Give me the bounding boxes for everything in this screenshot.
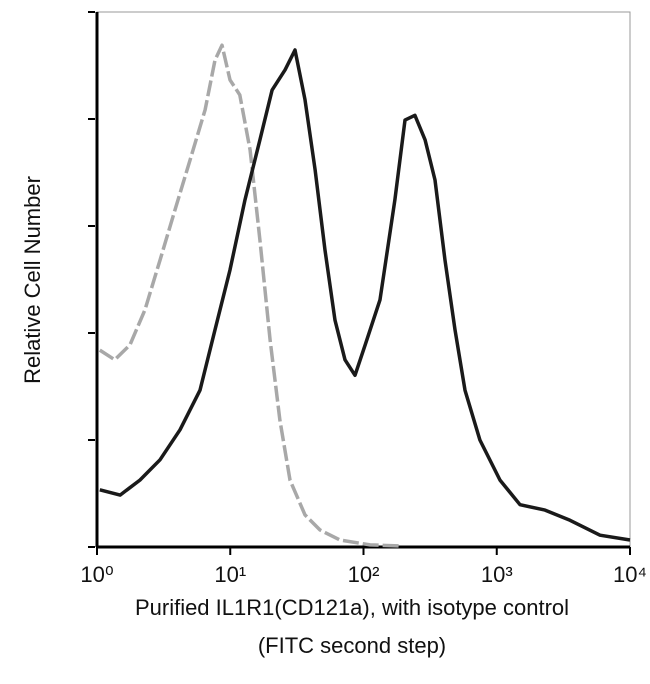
x-tick-label: 10⁴ xyxy=(613,562,647,587)
x-tick-label: 10¹ xyxy=(214,562,246,587)
x-tick-label: 10³ xyxy=(481,562,513,587)
plot-frame xyxy=(96,11,631,548)
histogram-line xyxy=(98,43,401,548)
x-tick-label: 10² xyxy=(348,562,380,587)
x-tick-label: 10⁰ xyxy=(80,562,113,587)
histogram-line xyxy=(99,48,631,542)
y-axis-title: Relative Cell Number xyxy=(20,176,45,384)
x-axis-title: (FITC second step) xyxy=(258,633,446,658)
x-axis-title: Purified IL1R1(CD121a), with isotype con… xyxy=(135,595,569,620)
